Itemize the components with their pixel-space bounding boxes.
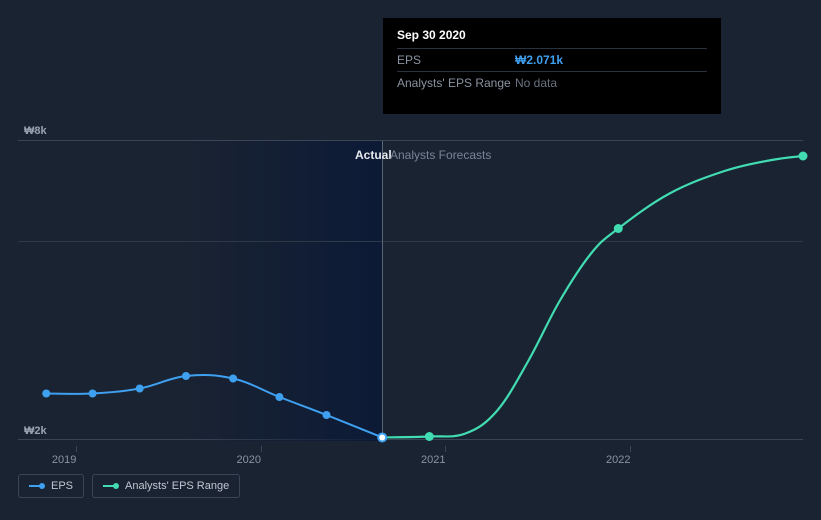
x-axis: 2019 2020 2021 2022	[18, 446, 803, 464]
legend-item-eps[interactable]: EPS	[18, 474, 84, 498]
x-tick: 2021	[433, 446, 457, 466]
hover-tooltip: Sep 30 2020 EPS ₩2.071k Analysts' EPS Ra…	[383, 18, 721, 114]
forecast-line	[382, 156, 803, 437]
legend-label: Analysts' EPS Range	[125, 480, 229, 492]
tooltip-row-eps: EPS ₩2.071k	[397, 48, 707, 71]
eps-marker[interactable]	[323, 411, 331, 419]
y-tick-top: ₩8k	[24, 125, 47, 137]
legend-swatch-eps	[29, 485, 43, 487]
tooltip-value: No data	[515, 76, 557, 90]
forecast-marker[interactable]	[425, 432, 434, 441]
legend-swatch-range	[103, 485, 117, 487]
legend-label: EPS	[51, 480, 73, 492]
eps-marker[interactable]	[229, 375, 237, 383]
x-tick: 2020	[249, 446, 273, 466]
eps-marker[interactable]	[378, 433, 386, 441]
eps-marker[interactable]	[42, 390, 50, 398]
eps-marker[interactable]	[275, 393, 283, 401]
x-tick: 2019	[64, 446, 88, 466]
eps-line	[46, 375, 382, 437]
x-tick-label: 2020	[237, 454, 261, 466]
legend-item-range[interactable]: Analysts' EPS Range	[92, 474, 240, 498]
region-label-forecast: Analysts Forecasts	[390, 148, 491, 162]
tooltip-key: Analysts' EPS Range	[397, 76, 515, 90]
legend: EPS Analysts' EPS Range	[18, 474, 240, 498]
tooltip-row-range: Analysts' EPS Range No data	[397, 71, 707, 94]
tooltip-value: ₩2.071k	[515, 53, 563, 67]
tooltip-date: Sep 30 2020	[397, 28, 707, 48]
x-tick-label: 2019	[52, 454, 76, 466]
eps-marker[interactable]	[136, 385, 144, 393]
chart-svg	[18, 141, 803, 441]
eps-marker[interactable]	[89, 390, 97, 398]
x-tick: 2022	[618, 446, 642, 466]
tooltip-key: EPS	[397, 53, 515, 67]
y-tick-bottom: ₩2k	[24, 425, 47, 437]
eps-marker[interactable]	[182, 372, 190, 380]
forecast-marker[interactable]	[614, 224, 623, 233]
x-tick-label: 2022	[606, 454, 630, 466]
plot-area[interactable]	[18, 140, 803, 440]
x-tick-label: 2021	[421, 454, 445, 466]
forecast-marker[interactable]	[799, 152, 808, 161]
eps-chart: Sep 30 2020 EPS ₩2.071k Analysts' EPS Ra…	[18, 18, 803, 502]
region-label-actual: Actual	[355, 148, 392, 162]
